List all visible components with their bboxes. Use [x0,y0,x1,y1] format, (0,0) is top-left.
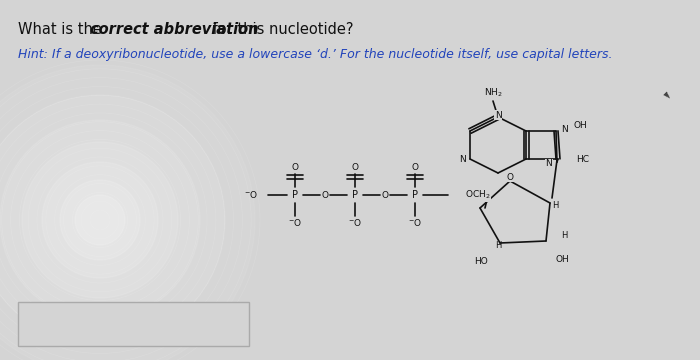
Text: OH: OH [574,122,588,130]
Circle shape [22,142,178,298]
Text: OH: OH [556,255,570,264]
Text: OCH$_2$: OCH$_2$ [465,189,491,201]
Text: ►: ► [662,89,674,101]
Circle shape [0,95,225,345]
Text: HC: HC [576,154,589,163]
Text: N: N [561,125,568,134]
Text: $^{-}$O: $^{-}$O [408,217,422,229]
Text: N: N [495,111,501,120]
Text: P: P [412,190,418,200]
Text: NH$_2$: NH$_2$ [484,87,503,99]
Text: H: H [552,202,558,211]
Text: $^{-}$O: $^{-}$O [348,217,362,229]
Text: What is the: What is the [18,22,106,37]
Text: P: P [352,190,358,200]
Circle shape [0,120,200,320]
Text: $^{-}$O: $^{-}$O [244,189,258,201]
FancyBboxPatch shape [18,302,248,346]
Text: Hint: If a deoxyribonucleotide, use a lowercase ‘d.’ For the nucleotide itself, : Hint: If a deoxyribonucleotide, use a lo… [18,48,612,61]
Text: H: H [495,240,501,249]
Text: P: P [292,190,298,200]
Circle shape [60,180,140,260]
Circle shape [0,65,255,360]
Text: O: O [412,162,419,171]
Text: H: H [561,231,567,240]
Text: O: O [321,190,328,199]
Text: O: O [351,162,358,171]
Text: O: O [382,190,388,199]
Text: correct abbreviation: correct abbreviation [90,22,258,37]
Text: HO: HO [475,256,488,266]
Text: for this nucleotide?: for this nucleotide? [208,22,354,37]
Text: O: O [291,162,298,171]
Circle shape [75,195,125,245]
Circle shape [42,162,158,278]
Text: N: N [545,159,552,168]
Text: N: N [458,154,466,163]
Text: O: O [507,172,514,181]
Text: $^{-}$O: $^{-}$O [288,217,302,229]
